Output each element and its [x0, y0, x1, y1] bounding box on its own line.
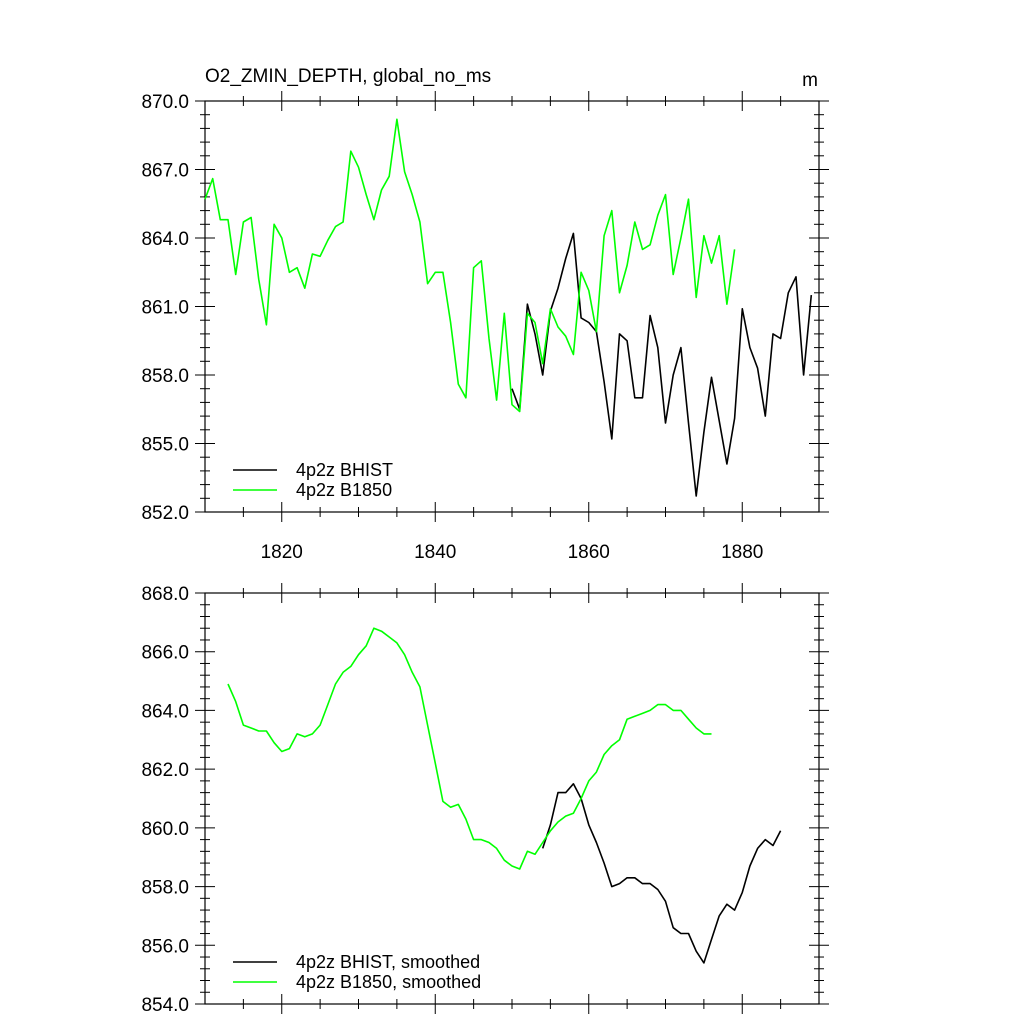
top-ticks	[195, 91, 829, 522]
top-series	[204, 118, 813, 497]
bottom-panel: 854.0 856.0 858.0 860.0 862.0 864.0 866.0 868.0…	[141, 583, 829, 1016]
top-y-tick-label: 858.0	[141, 366, 189, 387]
top-y-tick-label: 864.0	[141, 229, 189, 250]
bottom-y-tick-label: 858.0	[141, 878, 189, 899]
top-legend-label: 4p2z BHIST	[296, 460, 393, 480]
bottom-series-line-bhist	[541, 782, 782, 964]
bottom-y-tick-label: 854.0	[141, 995, 189, 1016]
top-x-tick-label: 1880	[721, 542, 763, 563]
top-panel: O2_ZMIN_DEPTH, global_no_ms m 852.0 855.0…	[141, 66, 829, 563]
top-y-tick-label: 852.0	[141, 503, 189, 524]
top-y-tick-label: 861.0	[141, 298, 189, 319]
top-y-tick-label: 855.0	[141, 435, 189, 456]
top-y-tick-label: 870.0	[141, 92, 189, 113]
bottom-y-tick-label: 862.0	[141, 760, 189, 781]
bottom-plot-frame	[204, 592, 820, 1005]
chart-title: O2_ZMIN_DEPTH, global_no_ms	[205, 66, 491, 87]
bottom-legend-label: 4p2z B1850, smoothed	[296, 972, 481, 992]
top-x-tick-label: 1860	[568, 542, 610, 563]
bottom-y-tick-label: 866.0	[141, 643, 189, 664]
top-series-line-b1850	[204, 118, 736, 413]
top-y-tick-label: 867.0	[141, 161, 189, 182]
top-x-tick-label: 1820	[261, 542, 303, 563]
bottom-series	[227, 627, 782, 964]
top-legend-label: 4p2z B1850	[296, 480, 392, 500]
top-x-tick-label: 1840	[414, 542, 456, 563]
bottom-series-line-b1850	[227, 627, 712, 870]
top-y-tick-labels: 852.0 855.0 858.0 861.0 864.0 867.0 870.0	[141, 92, 189, 524]
bottom-y-tick-labels: 854.0 856.0 858.0 860.0 862.0 864.0 866.0 868.0	[141, 584, 189, 1016]
bottom-y-tick-label: 856.0	[141, 936, 189, 957]
top-series-line-bhist	[511, 232, 813, 497]
top-plot-frame	[204, 100, 820, 513]
bottom-legend-label: 4p2z BHIST, smoothed	[296, 952, 480, 972]
bottom-y-tick-label: 860.0	[141, 819, 189, 840]
top-x-tick-labels: 1820 1840 1860 1880	[261, 542, 764, 563]
bottom-y-tick-label: 864.0	[141, 701, 189, 722]
bottom-ticks	[195, 583, 829, 1014]
units-label: m	[802, 70, 818, 91]
bottom-y-tick-label: 868.0	[141, 584, 189, 605]
